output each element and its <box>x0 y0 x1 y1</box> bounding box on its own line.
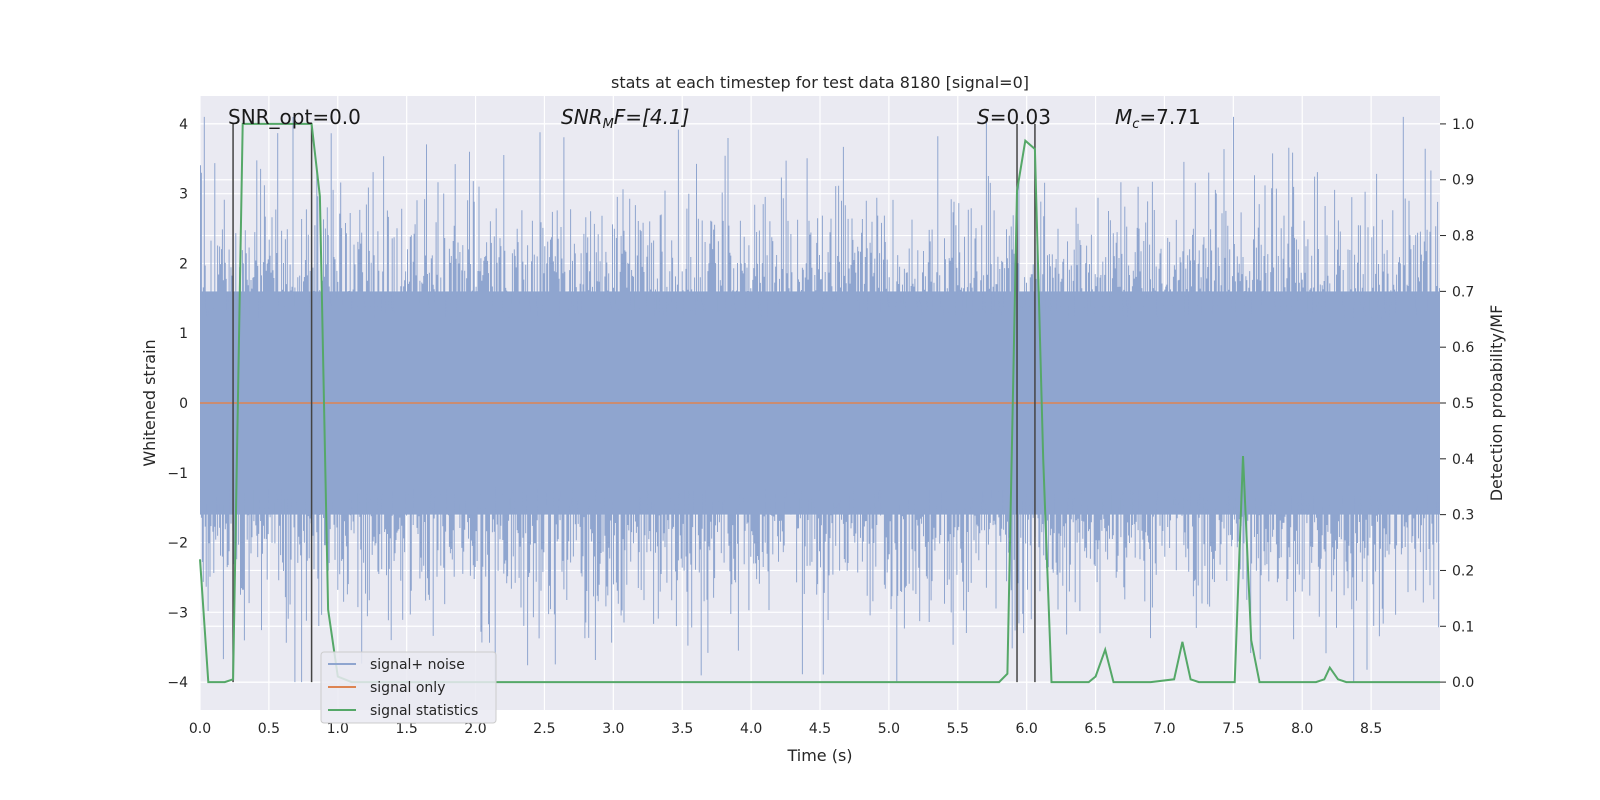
right-y-tick-label: 0.7 <box>1452 284 1474 300</box>
x-tick-label: 2.0 <box>464 721 486 737</box>
x-tick-label: 2.5 <box>533 721 555 737</box>
left-y-tick-label: −4 <box>167 675 188 691</box>
s-annotation: S=0.03 <box>977 105 1051 129</box>
x-tick-labels: 0.0 0.5 1.0 1.5 2.0 2.5 3.0 3.5 4.0 4.5 5.0 5.5 6.0 6… <box>189 721 1382 737</box>
chart-title: stats at each timestep for test data 818… <box>611 73 1029 92</box>
right-y-axis-label: Detection probability/MF <box>1487 305 1506 502</box>
snr-mf-annotation: SNRMF=[4.1] <box>561 105 689 132</box>
right-y-tick-label: 0.5 <box>1452 396 1474 412</box>
x-tick-label: 3.5 <box>671 721 693 737</box>
noise-trace <box>200 116 1440 683</box>
left-y-tick-label: −1 <box>167 466 188 482</box>
legend-label-noise: signal+ noise <box>370 657 465 673</box>
x-tick-label: 6.0 <box>1016 721 1038 737</box>
left-y-tick-label: 0 <box>179 396 188 412</box>
x-axis-label: Time (s) <box>786 746 852 765</box>
x-tick-label: 4.0 <box>740 721 762 737</box>
x-tick-label: 7.5 <box>1222 721 1244 737</box>
x-tick-label: 5.5 <box>947 721 969 737</box>
x-tick-label: 6.5 <box>1084 721 1106 737</box>
x-tick-label: 8.0 <box>1291 721 1313 737</box>
left-y-tick-label: 4 <box>179 117 188 133</box>
mc-annotation: Mc=7.71 <box>1115 105 1201 132</box>
right-y-tick-labels: 1.0 0.9 0.8 0.7 0.6 0.5 0.4 0.3 0.2 0.1 0.0 <box>1440 117 1474 691</box>
legend: signal+ noise signal only signal statist… <box>320 651 497 724</box>
legend-box <box>320 651 497 724</box>
x-tick-label: 5.0 <box>878 721 900 737</box>
left-y-tick-labels: 4 3 2 1 0 −1 −2 −3 −4 <box>167 117 188 691</box>
right-y-tick-label: 1.0 <box>1452 117 1474 133</box>
right-y-tick-label: 0.1 <box>1452 619 1474 635</box>
right-y-tick-label: 0.4 <box>1452 452 1474 468</box>
left-y-tick-label: 1 <box>179 326 188 342</box>
legend-label-signal-only: signal only <box>370 680 445 696</box>
x-tick-label: 3.0 <box>602 721 624 737</box>
left-y-tick-label: 2 <box>179 256 188 272</box>
x-tick-label: 7.0 <box>1153 721 1175 737</box>
x-tick-label: 4.5 <box>809 721 831 737</box>
right-y-tick-label: 0.8 <box>1452 229 1474 245</box>
right-y-tick-label: 0.2 <box>1452 563 1474 579</box>
x-tick-label: 1.5 <box>396 721 418 737</box>
x-tick-label: 8.5 <box>1360 721 1382 737</box>
left-y-tick-label: 3 <box>179 187 188 203</box>
legend-label-statistics: signal statistics <box>370 703 478 719</box>
signal-statistics-series <box>199 122 1440 684</box>
x-tick-label: 1.0 <box>327 721 349 737</box>
x-tick-label: 0.5 <box>258 721 280 737</box>
left-y-tick-label: −2 <box>167 536 188 552</box>
vertical-markers <box>232 123 1036 683</box>
right-y-tick-label: 0.9 <box>1452 173 1474 189</box>
right-y-tick-label: 0.6 <box>1452 340 1474 356</box>
snr-opt-annotation: SNR_opt=0.0 <box>228 105 361 129</box>
x-tick-label: 0.0 <box>189 721 211 737</box>
right-y-tick-label: 0.3 <box>1452 508 1474 524</box>
left-y-axis-label: Whitened strain <box>140 339 159 466</box>
left-y-tick-label: −3 <box>167 605 188 621</box>
right-y-tick-label: 0.0 <box>1452 675 1474 691</box>
